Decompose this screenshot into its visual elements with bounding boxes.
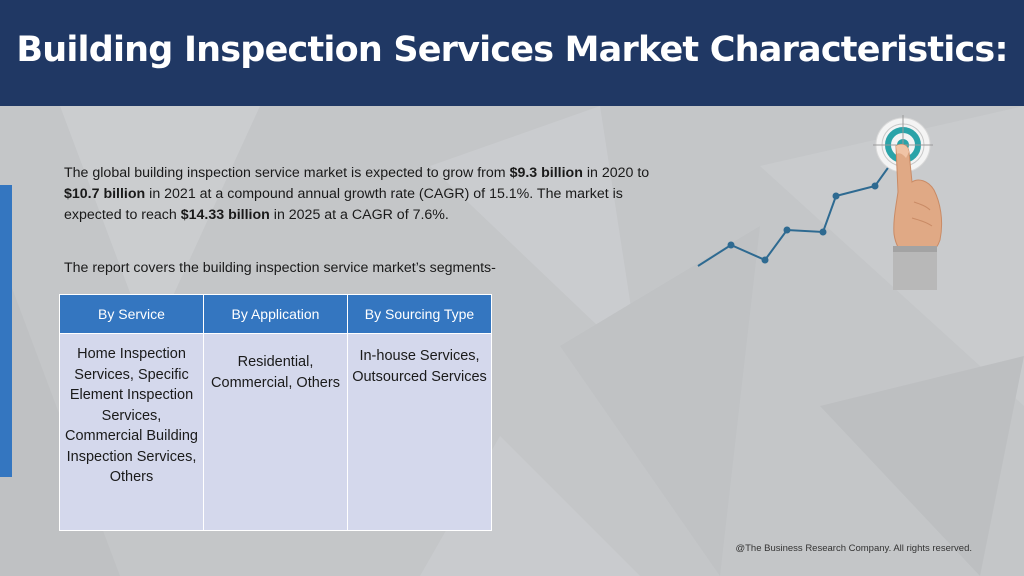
pointing-hand-icon <box>893 143 943 290</box>
summary-text-3: in 2021 at a compound annual growth rate… <box>64 186 623 223</box>
copyright-footer: @The Business Research Company. All righ… <box>735 543 972 554</box>
segments-intro: The report covers the building inspectio… <box>64 260 496 276</box>
left-accent-bar <box>0 185 12 477</box>
table-row: Home Inspection Services, Specific Eleme… <box>59 333 492 531</box>
summary-text-4: in 2025 at a CAGR of 7.6%. <box>269 207 449 223</box>
cell-application-segments: Residential, Commercial, Others <box>203 333 348 531</box>
segments-table: By Service By Application By Sourcing Ty… <box>59 294 492 531</box>
header-by-service: By Service <box>59 294 204 334</box>
summary-text-2: in 2020 to <box>582 165 650 181</box>
table-header-row: By Service By Application By Sourcing Ty… <box>59 294 492 334</box>
cell-service-segments: Home Inspection Services, Specific Eleme… <box>59 333 204 531</box>
value-2020: $9.3 billion <box>509 165 583 181</box>
header-by-application: By Application <box>203 294 348 334</box>
header-by-sourcing-type: By Sourcing Type <box>347 294 492 334</box>
title-bar: Building Inspection Services Market Char… <box>0 0 1024 106</box>
cell-sourcing-segments: In-house Services, Outsourced Services <box>347 333 492 531</box>
market-summary-paragraph: The global building inspection service m… <box>64 163 664 226</box>
growth-chart-icon <box>697 115 943 290</box>
page-title: Building Inspection Services Market Char… <box>16 30 1008 70</box>
summary-text-1: The global building inspection service m… <box>64 165 510 181</box>
value-2021: $10.7 billion <box>64 186 146 202</box>
value-2025: $14.33 billion <box>180 207 270 223</box>
